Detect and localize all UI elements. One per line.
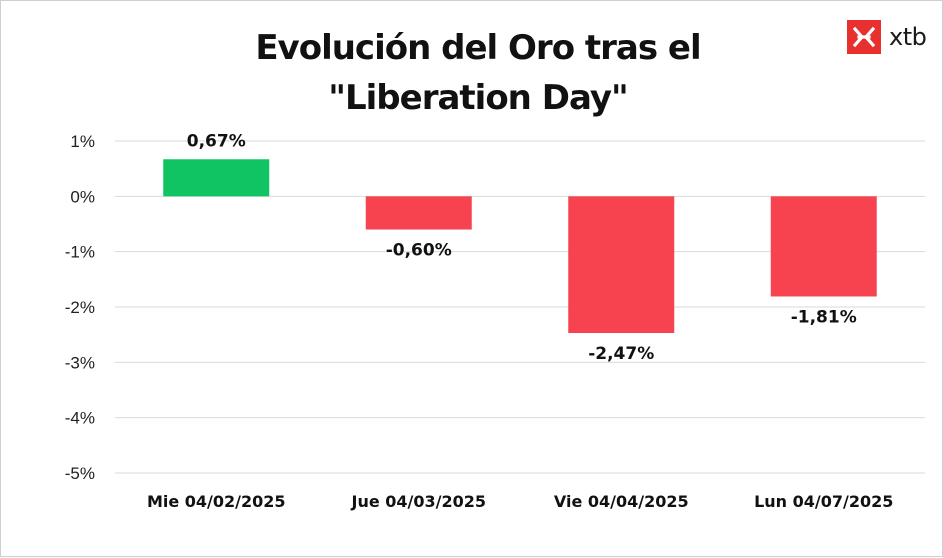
bar-2 — [365, 196, 472, 230]
xtb-logo-icon — [847, 20, 881, 54]
y-tick-label: 0% — [70, 187, 95, 206]
xtb-logo-text: xtb — [889, 23, 927, 51]
y-tick-label: -1% — [65, 243, 95, 262]
bar-3 — [568, 196, 675, 334]
y-tick-label: 1% — [70, 132, 95, 151]
y-axis-ticks: 1% 0% -1% -2% -3% -4% -5% — [65, 132, 95, 483]
chart-title-line: "Liberation Day" — [328, 78, 627, 118]
xtb-logo: xtb — [847, 19, 927, 55]
bar-4 — [770, 196, 877, 297]
bars — [163, 159, 877, 334]
y-tick-label: -5% — [65, 464, 95, 483]
x-category-label: Vie 04/04/2025 — [554, 492, 689, 511]
data-label: -2,47% — [588, 344, 654, 364]
y-tick-label: -2% — [65, 298, 95, 317]
y-tick-label: -4% — [65, 409, 95, 428]
data-label: 0,67% — [187, 131, 246, 151]
bar-1 — [163, 159, 270, 197]
x-category-label: Jue 04/03/2025 — [350, 492, 486, 511]
data-labels: 0,67% -0,60% -2,47% -1,81% — [187, 131, 857, 364]
chart-title: Evolución del Oro tras el "Liberation Day… — [255, 28, 701, 118]
x-axis-labels: Mie 04/02/2025 Jue 04/03/2025 Vie 04/04/20… — [147, 492, 893, 511]
chart-title-line: Evolución del Oro tras el — [255, 28, 700, 68]
data-label: -0,60% — [386, 241, 452, 261]
y-tick-label: -3% — [65, 353, 95, 372]
x-category-label: Mie 04/02/2025 — [147, 492, 286, 511]
data-label: -1,81% — [791, 307, 857, 327]
x-category-label: Lun 04/07/2025 — [754, 492, 893, 511]
